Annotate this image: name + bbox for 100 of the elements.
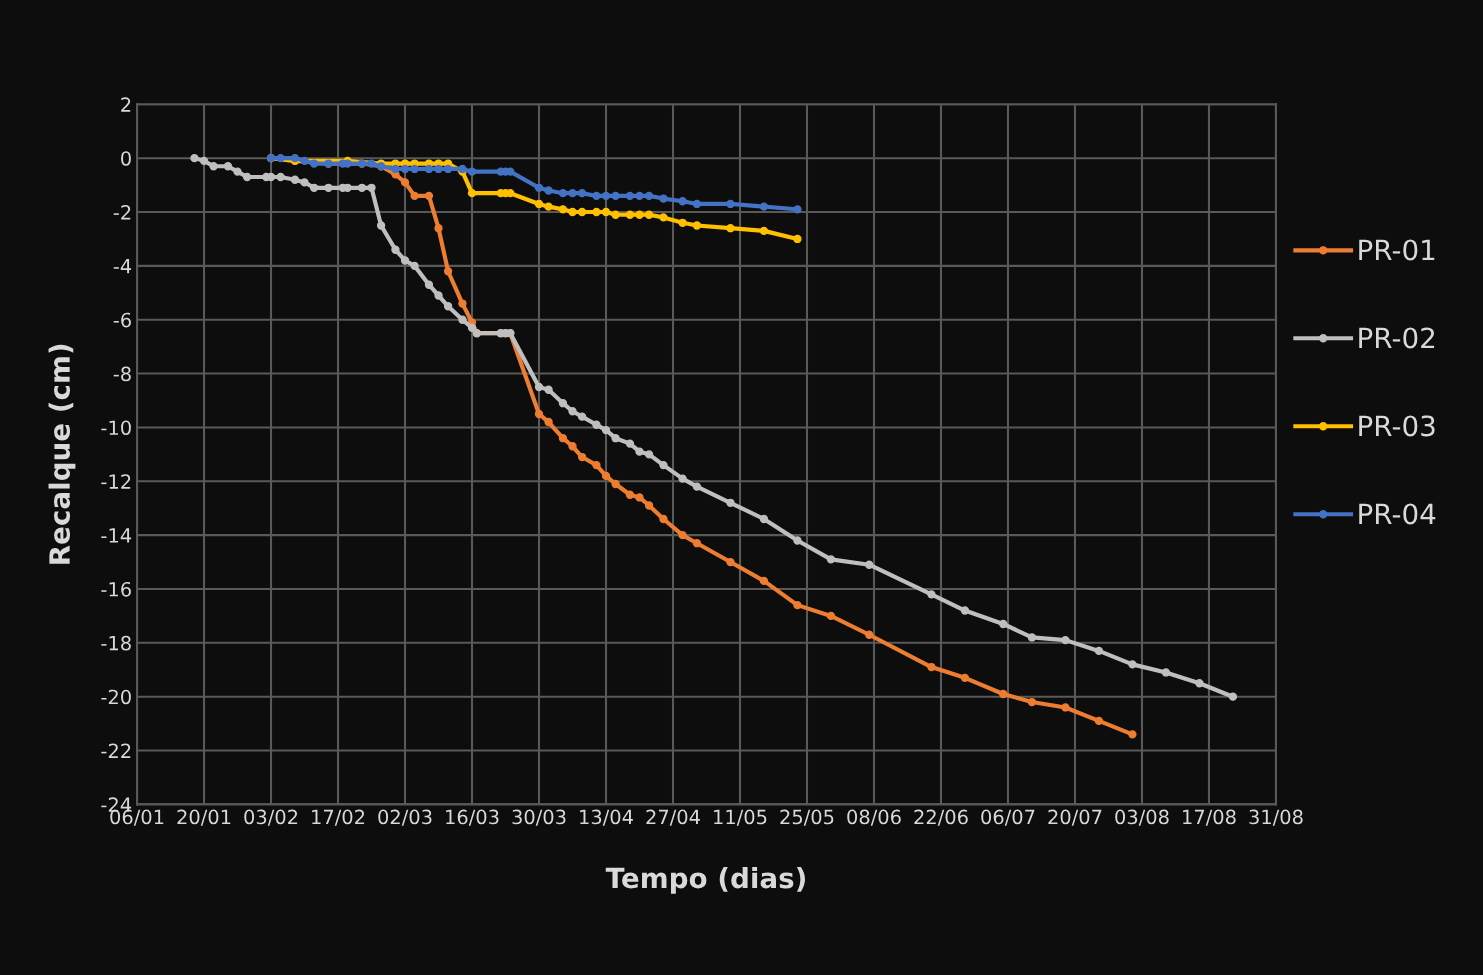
point [659, 514, 668, 524]
legend-label: PR-01 [1359, 239, 1435, 261]
point [927, 590, 936, 599]
y-tick-label: -10 [101, 420, 131, 436]
point [1094, 646, 1104, 656]
point [410, 191, 419, 201]
point [443, 164, 453, 174]
x-tick-label: 20/01 [177, 809, 231, 826]
y-tick-label: 0 [121, 151, 131, 166]
point [659, 213, 668, 222]
point [592, 191, 601, 201]
point [544, 186, 553, 195]
point [367, 159, 376, 168]
point [1161, 668, 1171, 677]
point [300, 156, 309, 166]
point [644, 450, 654, 459]
point [391, 164, 400, 174]
point [644, 501, 654, 510]
point [400, 256, 410, 265]
point [467, 167, 477, 176]
point [242, 172, 252, 182]
point [592, 460, 601, 470]
point [1228, 692, 1238, 701]
point [544, 202, 553, 211]
point [568, 189, 577, 198]
point [1027, 633, 1037, 642]
point [434, 224, 443, 233]
x-tick-label: 17/02 [312, 809, 365, 826]
point [558, 399, 568, 408]
x-tick-label: 06/07 [981, 809, 1035, 826]
point [759, 202, 769, 211]
point [558, 205, 568, 214]
point [568, 407, 577, 416]
point [793, 234, 802, 244]
point [400, 178, 410, 187]
point [759, 576, 769, 586]
y-tick-label: -12 [101, 474, 131, 489]
point [635, 493, 644, 502]
x-tick-label: 02/03 [378, 809, 432, 826]
point [506, 167, 515, 176]
point [726, 557, 735, 567]
point [568, 207, 577, 217]
x-tick-label: 08/06 [847, 809, 901, 826]
point [999, 689, 1008, 699]
point [960, 606, 970, 615]
point [309, 159, 319, 168]
point [467, 323, 477, 332]
point [635, 210, 644, 219]
point [644, 210, 654, 219]
point [601, 207, 611, 217]
point [625, 191, 635, 201]
point [367, 183, 376, 192]
point [611, 434, 620, 443]
y-tick-label: -2 [113, 204, 131, 220]
point [276, 154, 285, 163]
x-tick-label: 31/08 [1249, 809, 1303, 826]
point [601, 191, 611, 201]
y-tick-label: -8 [113, 366, 131, 382]
y-tick-label: -14 [101, 528, 132, 543]
point [793, 600, 802, 610]
point [644, 191, 654, 201]
x-tick-label: 11/05 [714, 809, 767, 826]
point [324, 183, 333, 192]
point [410, 261, 419, 271]
point [506, 189, 515, 198]
x-axis-title: Tempo (dias) [605, 866, 805, 894]
x-tick-label: 20/07 [1048, 809, 1102, 826]
point [443, 302, 453, 311]
point [544, 385, 553, 394]
point [443, 267, 453, 276]
point [300, 178, 309, 187]
x-tick-label: 27/04 [646, 809, 700, 826]
x-tick-label: 13/04 [580, 809, 633, 826]
point [793, 536, 802, 545]
point [544, 417, 553, 427]
point [592, 420, 601, 429]
x-tick-label: 17/08 [1183, 809, 1236, 826]
point [865, 560, 874, 569]
point [678, 218, 687, 227]
point [223, 162, 233, 171]
point [678, 197, 687, 206]
x-tick-label: 16/03 [446, 809, 499, 826]
point [635, 447, 644, 456]
point [424, 280, 434, 289]
point [793, 205, 802, 214]
point [534, 199, 544, 209]
y-tick-label: -4 [113, 259, 132, 274]
point [1128, 730, 1137, 739]
point [625, 210, 635, 219]
point [199, 156, 209, 166]
point [434, 291, 443, 300]
point [611, 191, 620, 201]
point [577, 189, 587, 198]
point [960, 673, 970, 682]
point [534, 183, 544, 192]
point [467, 189, 477, 198]
point [209, 162, 218, 171]
point [458, 315, 467, 324]
point [659, 194, 668, 203]
point [558, 434, 568, 443]
